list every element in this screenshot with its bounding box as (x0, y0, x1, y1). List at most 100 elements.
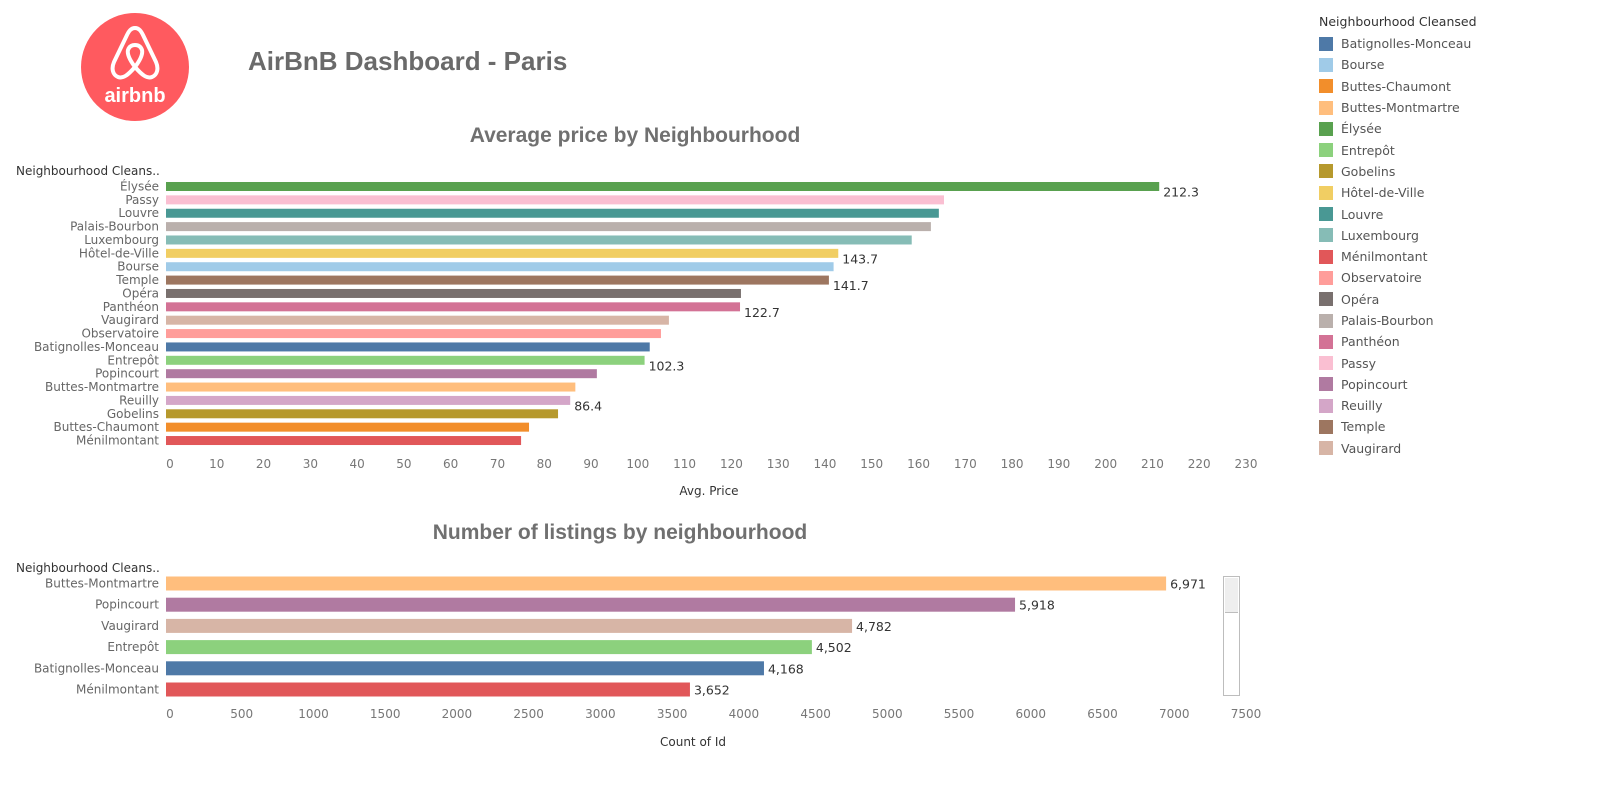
category-label-palais-bourbon: Palais-Bourbon (70, 220, 159, 234)
legend-label: Observatoire (1341, 270, 1422, 286)
x-tick-70: 70 (490, 457, 505, 471)
legend-item-popincourt[interactable]: Popincourt (1319, 374, 1589, 395)
legend-swatch (1319, 313, 1333, 328)
legend-label: Reuilly (1341, 398, 1383, 414)
legend-swatch (1319, 377, 1333, 392)
x-tick-190: 190 (1047, 457, 1070, 471)
data-label-batignolles-monceau: 4,168 (768, 661, 804, 676)
x-tick-5000: 5000 (872, 707, 903, 721)
legend-label: Élysée (1341, 121, 1382, 137)
category-label-popincourt: Popincourt (95, 367, 159, 381)
x-tick-90: 90 (583, 457, 598, 471)
legend-item-buttes-montmartre[interactable]: Buttes-Montmartre (1319, 97, 1589, 118)
legend-label: Opéra (1341, 291, 1380, 307)
x-tick-100: 100 (626, 457, 649, 471)
category-label-menilmontant: Ménilmontant (76, 683, 159, 697)
legend-label: Buttes-Chaumont (1341, 78, 1451, 94)
bar-popincourt (166, 369, 597, 379)
bar-menilmontant (166, 682, 690, 697)
legend-item-observatoire[interactable]: Observatoire (1319, 267, 1589, 288)
category-label-vaugirard: Vaugirard (101, 619, 159, 633)
legend-title: Neighbourhood Cleansed (1319, 14, 1477, 29)
scrollbar-thumb[interactable] (1225, 578, 1238, 613)
legend-item-temple[interactable]: Temple (1319, 416, 1589, 437)
bar-observatoire (166, 329, 661, 339)
x-tick-230: 230 (1235, 457, 1258, 471)
legend-item-palais-bourbon[interactable]: Palais-Bourbon (1319, 310, 1589, 331)
category-label-elysee: Élysée (120, 179, 159, 194)
legend-swatch (1319, 121, 1333, 136)
category-label-hotel-de-ville: Hôtel-de-Ville (79, 246, 159, 260)
legend-label: Buttes-Montmartre (1341, 100, 1460, 116)
legend-item-batignolles-monceau[interactable]: Batignolles-Monceau (1319, 33, 1589, 54)
legend-item-buttes-chaumont[interactable]: Buttes-Chaumont (1319, 76, 1589, 97)
legend-item-passy[interactable]: Passy (1319, 352, 1589, 373)
category-label-vaugirard: Vaugirard (101, 313, 159, 327)
chart-title-avg-price: Average price by Neighbourhood (469, 124, 801, 147)
legend-item-pantheon[interactable]: Panthéon (1319, 331, 1589, 352)
x-tick-120: 120 (720, 457, 743, 471)
airbnb-logo: airbnb (80, 12, 190, 122)
legend-item-elysee[interactable]: Élysée (1319, 118, 1589, 139)
row-header: Neighbourhood Cleans.. (16, 561, 160, 575)
x-tick-20: 20 (256, 457, 271, 471)
legend-label: Hôtel-de-Ville (1341, 185, 1425, 201)
legend-swatch (1319, 356, 1333, 371)
category-label-gobelins: Gobelins (107, 407, 159, 421)
legend-item-vaugirard[interactable]: Vaugirard (1319, 438, 1589, 459)
x-tick-1000: 1000 (298, 707, 329, 721)
legend-label: Passy (1341, 355, 1377, 371)
x-axis-title: Count of Id (660, 735, 726, 749)
x-tick-10: 10 (209, 457, 224, 471)
logo-wordmark: airbnb (104, 85, 165, 107)
x-tick-3500: 3500 (657, 707, 688, 721)
category-label-reuilly: Reuilly (119, 393, 159, 407)
x-tick-7000: 7000 (1159, 707, 1190, 721)
legend-swatch (1319, 207, 1333, 222)
legend-swatch (1319, 398, 1333, 413)
x-tick-170: 170 (954, 457, 977, 471)
legend-swatch (1319, 441, 1333, 456)
chart-title-listings: Number of listings by neighbourhood (432, 521, 808, 544)
category-label-observatoire: Observatoire (81, 327, 159, 341)
listings-scrollbar[interactable] (1223, 576, 1240, 696)
category-label-batignolles-monceau: Batignolles-Monceau (34, 340, 159, 354)
legend-swatch (1319, 36, 1333, 51)
x-tick-180: 180 (1001, 457, 1024, 471)
x-tick-60: 60 (443, 457, 458, 471)
legend-label: Louvre (1341, 206, 1384, 222)
x-tick-2000: 2000 (442, 707, 473, 721)
data-label-menilmontant: 3,652 (694, 683, 730, 698)
legend-item-gobelins[interactable]: Gobelins (1319, 161, 1589, 182)
category-label-buttes-montmartre: Buttes-Montmartre (45, 577, 159, 591)
legend-item-opera[interactable]: Opéra (1319, 289, 1589, 310)
x-tick-140: 140 (814, 457, 837, 471)
color-legend: Neighbourhood Cleansed Batignolles-Monce… (1319, 14, 1589, 459)
x-tick-130: 130 (767, 457, 790, 471)
bar-reuilly (166, 395, 571, 405)
legend-label: Batignolles-Monceau (1341, 36, 1472, 52)
legend-label: Luxembourg (1341, 227, 1419, 243)
bar-hotel-de-ville (166, 248, 839, 258)
legend-item-luxembourg[interactable]: Luxembourg (1319, 225, 1589, 246)
legend-item-hotel-de-ville[interactable]: Hôtel-de-Ville (1319, 182, 1589, 203)
category-label-louvre: Louvre (118, 206, 159, 220)
x-tick-1500: 1500 (370, 707, 401, 721)
legend-swatch (1319, 334, 1333, 349)
legend-swatch (1319, 100, 1333, 115)
category-label-popincourt: Popincourt (95, 598, 159, 612)
bar-popincourt (166, 597, 1016, 612)
bar-pantheon (166, 302, 741, 312)
x-tick-40: 40 (349, 457, 364, 471)
legend-label: Entrepôt (1341, 142, 1395, 158)
x-tick-150: 150 (860, 457, 883, 471)
data-label-pantheon: 122.7 (744, 305, 780, 320)
legend-swatch (1319, 228, 1333, 243)
legend-swatch (1319, 143, 1333, 158)
legend-item-menilmontant[interactable]: Ménilmontant (1319, 246, 1589, 267)
legend-item-bourse[interactable]: Bourse (1319, 54, 1589, 75)
legend-item-reuilly[interactable]: Reuilly (1319, 395, 1589, 416)
legend-label: Temple (1341, 419, 1386, 435)
legend-item-entrepot[interactable]: Entrepôt (1319, 139, 1589, 160)
legend-item-louvre[interactable]: Louvre (1319, 203, 1589, 224)
